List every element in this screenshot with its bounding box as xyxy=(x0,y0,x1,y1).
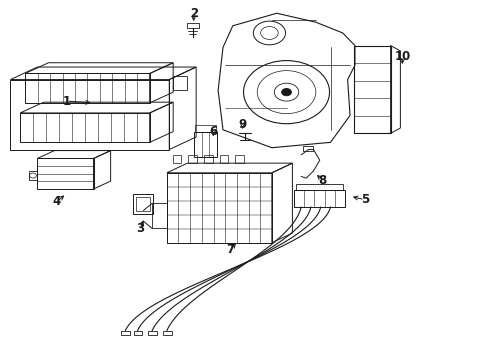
Bar xyxy=(187,23,198,28)
Bar xyxy=(188,155,197,163)
Bar xyxy=(25,73,150,103)
Bar xyxy=(204,155,213,163)
Bar xyxy=(172,155,181,163)
Bar xyxy=(134,330,143,335)
Text: 2: 2 xyxy=(190,7,198,20)
Bar xyxy=(303,146,314,151)
Bar xyxy=(163,330,172,335)
Bar xyxy=(195,125,216,132)
Bar xyxy=(173,76,187,90)
Bar xyxy=(294,190,345,207)
Bar xyxy=(167,173,272,243)
Bar xyxy=(20,113,150,142)
Bar xyxy=(152,203,167,228)
Bar xyxy=(122,330,130,335)
Bar xyxy=(354,45,391,134)
Text: 5: 5 xyxy=(361,193,369,206)
Text: 9: 9 xyxy=(239,118,246,131)
Text: 3: 3 xyxy=(136,222,144,235)
Bar xyxy=(220,155,228,163)
Bar xyxy=(148,330,157,335)
Bar xyxy=(136,197,150,211)
Bar xyxy=(133,194,153,214)
Bar xyxy=(296,184,343,190)
Bar xyxy=(37,158,94,189)
Text: 8: 8 xyxy=(318,174,326,186)
Bar xyxy=(235,155,244,163)
Text: 6: 6 xyxy=(209,125,218,138)
Text: 1: 1 xyxy=(63,95,71,108)
Text: 7: 7 xyxy=(226,243,234,256)
Bar xyxy=(194,132,217,157)
Circle shape xyxy=(282,89,292,96)
Text: 10: 10 xyxy=(394,50,411,63)
Text: 4: 4 xyxy=(53,195,61,208)
Bar xyxy=(28,171,37,180)
